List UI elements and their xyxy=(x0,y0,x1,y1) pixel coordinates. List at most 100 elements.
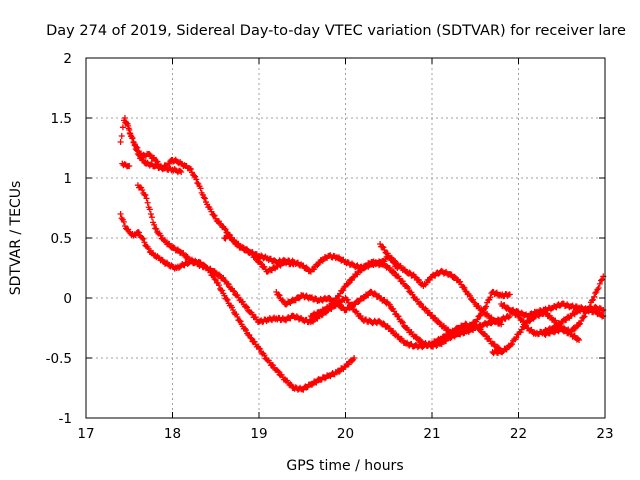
sample-marker xyxy=(406,269,413,276)
sample-marker xyxy=(398,318,405,325)
sample-marker xyxy=(283,301,290,308)
sample-marker xyxy=(340,287,347,294)
data-point xyxy=(394,265,401,271)
data-point xyxy=(130,139,137,145)
data-point xyxy=(506,291,513,298)
sample-marker xyxy=(380,320,387,327)
series-track-14 xyxy=(377,241,401,271)
sample-marker xyxy=(223,296,230,303)
sample-marker xyxy=(345,361,352,368)
sample-marker xyxy=(555,321,562,328)
sample-marker xyxy=(460,284,467,291)
sample-marker xyxy=(379,243,386,250)
sample-marker xyxy=(487,294,494,301)
sample-marker xyxy=(148,214,155,221)
sample-marker xyxy=(274,367,281,374)
sample-marker xyxy=(432,315,439,322)
sample-marker xyxy=(211,276,218,283)
sample-marker xyxy=(219,287,226,294)
x-tick-label: 23 xyxy=(596,426,613,442)
data-point xyxy=(117,139,124,145)
sample-marker xyxy=(211,212,218,219)
sample-marker xyxy=(483,303,490,310)
sample-marker xyxy=(595,284,602,291)
data-point xyxy=(230,307,237,313)
sample-marker xyxy=(133,147,140,154)
sample-marker xyxy=(577,320,584,327)
x-tick-label: 21 xyxy=(423,426,440,442)
sample-marker xyxy=(494,344,501,351)
sample-marker xyxy=(140,235,147,242)
sample-marker xyxy=(215,271,222,278)
y-axis-label: SDTVAR / TECUs xyxy=(8,181,24,296)
sample-marker xyxy=(457,278,464,285)
sample-marker xyxy=(170,244,177,251)
sample-marker xyxy=(331,298,338,305)
sample-marker xyxy=(135,229,142,236)
sample-marker xyxy=(120,218,127,225)
sample-marker xyxy=(234,313,241,320)
sample-marker xyxy=(200,261,207,268)
series-track-9 xyxy=(463,289,513,332)
series-track-5 xyxy=(117,211,358,393)
sample-marker xyxy=(578,317,585,324)
data-point xyxy=(121,115,128,121)
data-point xyxy=(212,277,219,283)
sample-marker xyxy=(293,313,300,320)
sample-marker xyxy=(586,303,593,310)
data-point xyxy=(351,355,358,361)
sample-marker xyxy=(215,282,222,289)
data-point xyxy=(385,301,392,307)
sample-marker xyxy=(321,375,328,382)
sample-marker xyxy=(542,309,549,316)
sample-marker xyxy=(591,293,598,300)
sample-marker xyxy=(574,335,581,342)
sample-marker xyxy=(147,152,154,159)
sample-marker xyxy=(596,280,603,287)
sample-marker xyxy=(418,301,425,308)
sample-marker xyxy=(209,272,216,279)
sample-marker xyxy=(275,291,282,298)
sample-marker xyxy=(391,308,398,315)
y-tick-label: 1 xyxy=(63,171,72,187)
sample-marker xyxy=(243,303,250,310)
sample-marker xyxy=(146,151,153,158)
data-point xyxy=(139,235,146,241)
sample-marker xyxy=(141,239,148,246)
data-point xyxy=(411,273,418,280)
data-point xyxy=(290,261,297,268)
sample-marker xyxy=(222,226,229,233)
sample-marker xyxy=(125,122,132,129)
sample-marker xyxy=(194,180,201,187)
sample-marker xyxy=(327,303,334,310)
sample-marker xyxy=(183,253,190,260)
data-point xyxy=(385,325,392,331)
sample-marker xyxy=(177,167,184,174)
sample-marker xyxy=(201,195,208,202)
data-point xyxy=(126,127,133,133)
sample-marker xyxy=(499,349,506,356)
sample-marker xyxy=(466,292,473,299)
x-tick-label: 20 xyxy=(337,426,354,442)
data-point xyxy=(117,211,124,217)
chart-title: Day 274 of 2019, Sidereal Day-to-day VTE… xyxy=(46,23,626,39)
sample-marker xyxy=(243,245,250,252)
sample-marker xyxy=(477,312,484,319)
sample-marker xyxy=(317,309,324,316)
sample-marker xyxy=(243,327,250,334)
series-track-7 xyxy=(273,288,513,350)
sample-marker xyxy=(153,225,160,232)
sample-marker xyxy=(590,296,597,303)
series-track-11 xyxy=(498,301,607,338)
sample-marker xyxy=(145,245,152,252)
sample-marker xyxy=(140,156,147,163)
sample-marker xyxy=(384,250,391,257)
data-point xyxy=(221,292,228,299)
sample-marker xyxy=(345,280,352,287)
sample-marker xyxy=(339,303,346,310)
x-tick-label: 19 xyxy=(250,426,267,442)
sample-marker xyxy=(287,381,294,388)
sample-marker xyxy=(197,185,204,192)
data-point xyxy=(221,277,228,283)
